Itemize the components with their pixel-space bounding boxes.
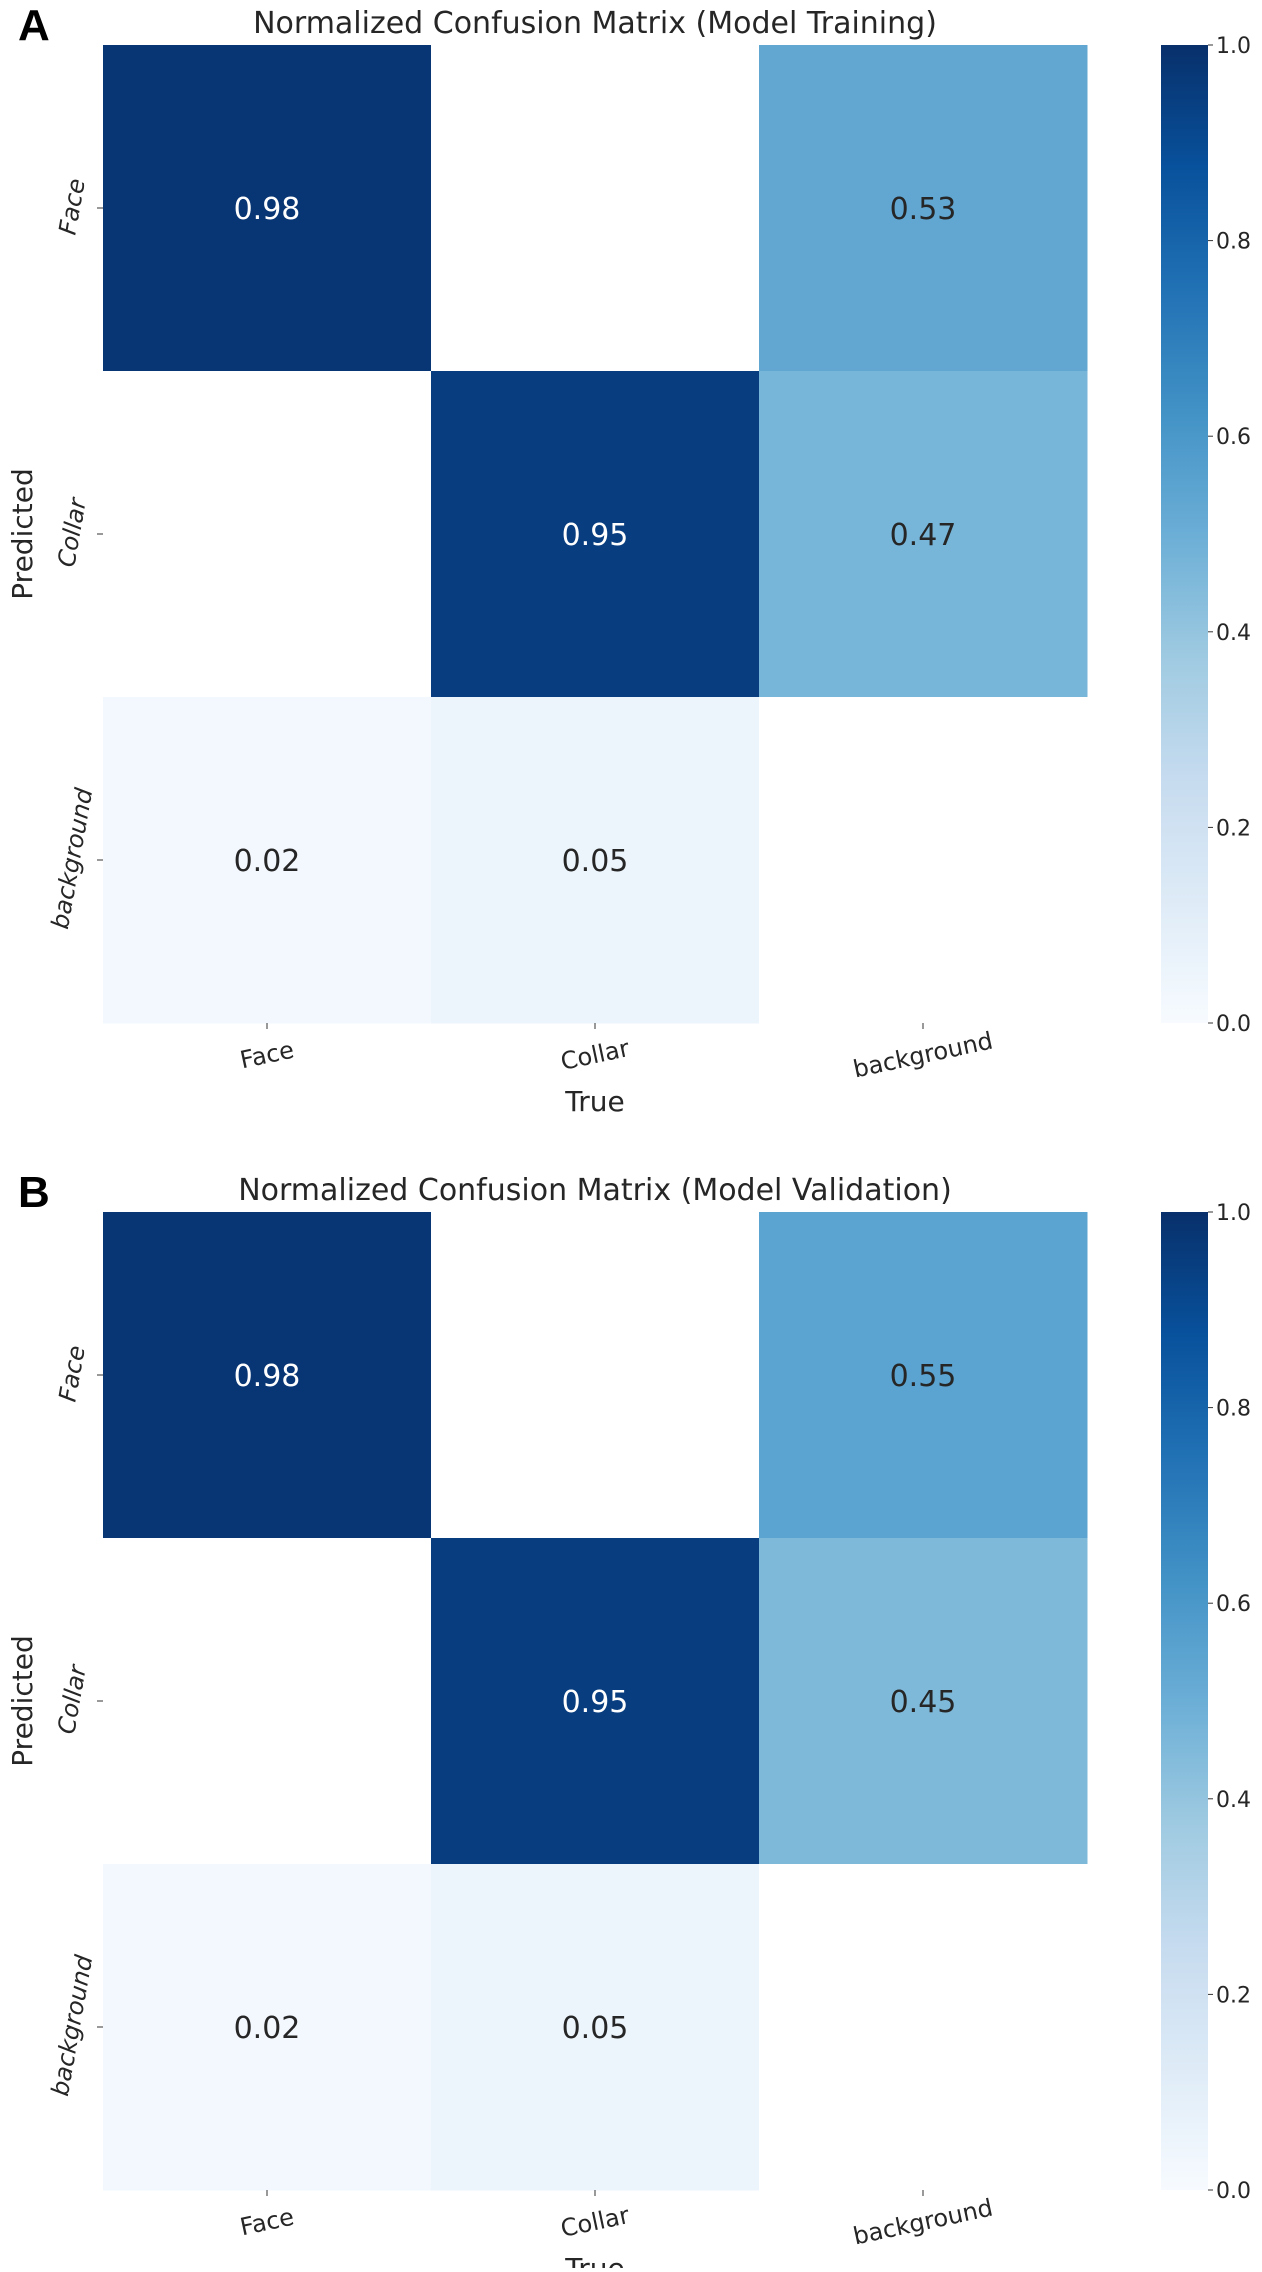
colorbar-tick-label: 1.0 <box>1216 34 1251 59</box>
cell-annotation: 0.05 <box>562 2011 629 2046</box>
chart-title: Normalized Confusion Matrix (Model Train… <box>253 6 937 41</box>
cell-annotation: 0.98 <box>234 1359 301 1394</box>
x-axis-label: True <box>564 1085 624 1118</box>
colorbar <box>1161 45 1208 1023</box>
colorbar-tick-label: 0.8 <box>1216 1397 1251 1422</box>
heatmap-cell <box>103 1212 432 1539</box>
heatmap-cell <box>103 371 432 698</box>
y-tick-label: Collar <box>52 494 92 569</box>
x-tick-label: background <box>851 1027 996 1084</box>
colorbar <box>1161 1212 1208 2190</box>
cell-annotation: 0.55 <box>890 1359 957 1394</box>
colorbar-tick-label: 0.4 <box>1216 1788 1251 1813</box>
panel-label: A <box>18 1 50 50</box>
heatmap-cell <box>431 1212 760 1539</box>
y-tick-label: Face <box>53 1343 90 1403</box>
heatmap-cell <box>759 697 1088 1024</box>
heatmap-cell <box>431 1864 760 2191</box>
colorbar-tick-label: 0.2 <box>1216 1983 1251 2008</box>
colorbar-tick-label: 1.0 <box>1216 1201 1251 1226</box>
cell-annotation: 0.02 <box>234 2011 301 2046</box>
cell-annotation: 0.53 <box>890 192 957 227</box>
cell-annotation: 0.45 <box>890 1685 957 1720</box>
colorbar-tick-label: 0.6 <box>1216 425 1251 450</box>
heatmap-cell <box>431 697 760 1024</box>
cell-annotation: 0.95 <box>562 518 629 553</box>
y-tick-label: background <box>46 1952 98 2098</box>
x-tick-label: background <box>851 2194 996 2251</box>
y-axis-label: Predicted <box>6 1635 39 1766</box>
cell-annotation: 0.98 <box>234 192 301 227</box>
panel-label: B <box>18 1168 50 1217</box>
cell-annotation: 0.47 <box>890 518 957 553</box>
chart-title: Normalized Confusion Matrix (Model Valid… <box>238 1173 952 1208</box>
heatmap-cell <box>103 45 432 372</box>
y-tick-label: Face <box>53 176 90 236</box>
heatmap-cell <box>431 45 760 372</box>
heatmap-cell <box>759 1538 1088 1865</box>
x-axis-label: True <box>564 2252 624 2268</box>
heatmap-cell <box>759 371 1088 698</box>
heatmap-cell <box>759 1212 1088 1539</box>
colorbar-tick-label: 0.8 <box>1216 230 1251 255</box>
heatmap-panel-b: B Normalized Confusion Matrix (Model Vali… <box>6 1168 1251 2272</box>
y-tick-label: Collar <box>52 1661 92 1736</box>
colorbar-tick-label: 0.0 <box>1216 2179 1251 2204</box>
heatmap-cell <box>103 697 432 1024</box>
colorbar-tick-label: 0.4 <box>1216 621 1251 646</box>
cell-annotation: 0.02 <box>234 844 301 879</box>
heatmap-cell <box>431 371 760 698</box>
x-tick-label: Collar <box>558 1034 632 1076</box>
heatmap-cell <box>103 1864 432 2191</box>
colorbar-tick-label: 0.2 <box>1216 816 1251 841</box>
colorbar-tick-label: 0.0 <box>1216 1012 1251 1037</box>
y-tick-label: background <box>46 785 98 931</box>
y-axis-label: Predicted <box>6 468 39 599</box>
cell-annotation: 0.95 <box>562 1685 629 1720</box>
cell-annotation: 0.05 <box>562 844 629 879</box>
heatmap-cell <box>103 1538 432 1865</box>
heatmap-cell <box>759 45 1088 372</box>
x-tick-label: Collar <box>558 2201 632 2243</box>
x-tick-label: Face <box>238 2203 297 2242</box>
heatmap-panel-a: A Normalized Confusion Matrix (Model Trai… <box>6 1 1251 1118</box>
heatmap-cell <box>759 1864 1088 2191</box>
heatmap-cell <box>431 1538 760 1865</box>
colorbar-tick-label: 0.6 <box>1216 1592 1251 1617</box>
x-tick-label: Face <box>238 1036 297 1075</box>
